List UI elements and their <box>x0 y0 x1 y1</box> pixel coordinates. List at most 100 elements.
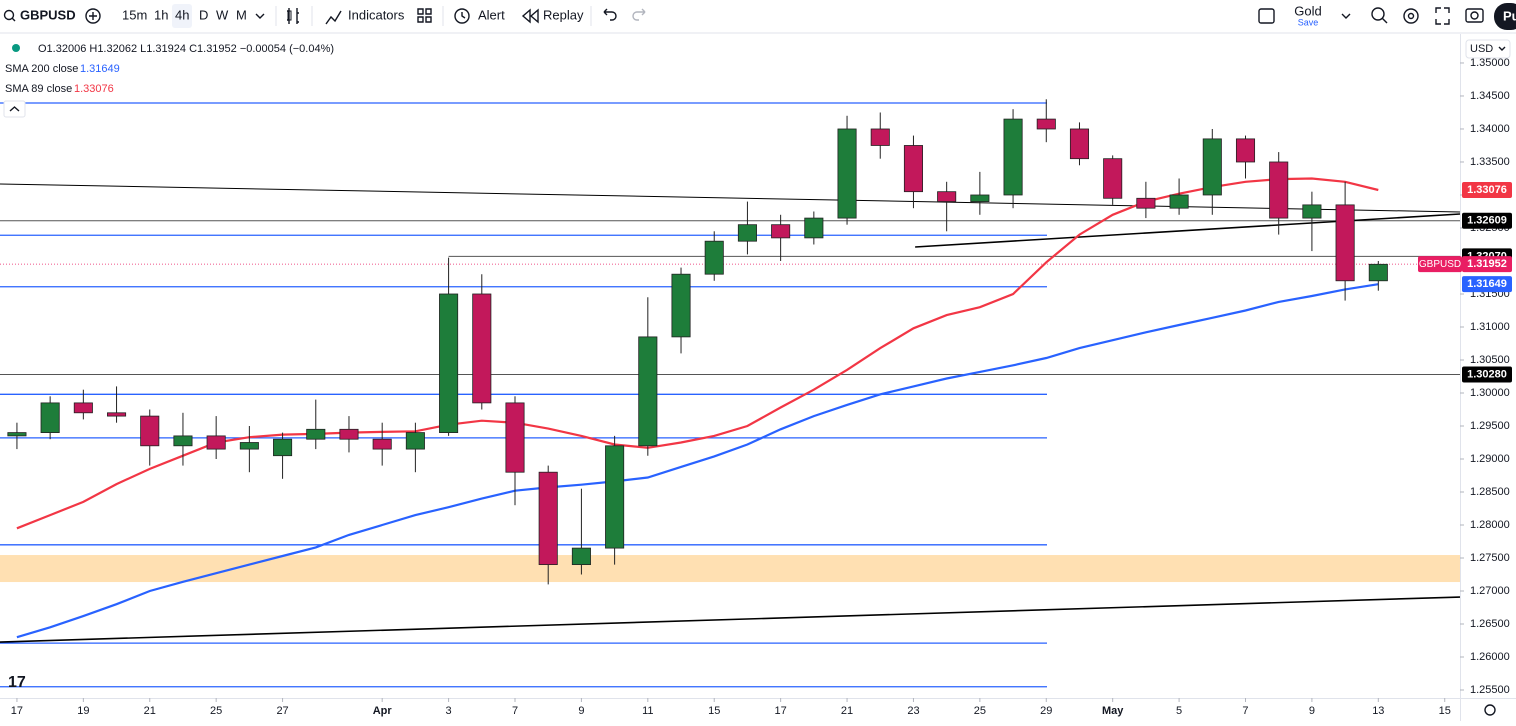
candle-body <box>1235 138 1256 163</box>
plot-area <box>0 99 1460 688</box>
x-tick-label: 15 <box>1439 705 1451 717</box>
candle-body <box>1103 158 1123 199</box>
candle-body <box>206 435 226 450</box>
settings-inner <box>1407 12 1415 20</box>
candle-body <box>1335 204 1355 282</box>
support-zone <box>0 555 1460 583</box>
interval[interactable]: 4h <box>175 7 189 22</box>
axes: 1.350001.345001.340001.335001.330001.325… <box>11 57 1512 717</box>
x-tick-label: 11 <box>642 705 653 717</box>
save-label[interactable]: Save <box>1298 17 1319 27</box>
x-tick-label: 21 <box>841 705 853 717</box>
price-tag-label: 1.33076 <box>1467 184 1507 196</box>
candle-body <box>737 224 757 242</box>
price-tag <box>1462 276 1512 293</box>
publish-label[interactable]: Pu <box>1503 8 1516 23</box>
interval[interactable]: D <box>199 7 208 22</box>
x-tick-label: 3 <box>446 705 452 717</box>
ohlc-legend: O1.32006 H1.32062 L1.31924 C1.31952 −0.0… <box>38 43 334 55</box>
currency-box[interactable] <box>1465 39 1511 59</box>
candle-body <box>1069 128 1090 160</box>
collapse-arrow <box>9 106 20 112</box>
candle-body <box>571 547 591 566</box>
replay-button[interactable]: Replay <box>543 7 584 22</box>
layouts-button[interactable] <box>417 8 432 23</box>
candle-body <box>73 402 93 414</box>
x-tick-label: 13 <box>1372 705 1384 717</box>
candle-body <box>273 438 293 457</box>
alert-icon <box>454 8 470 24</box>
x-tick-label: 7 <box>512 705 518 717</box>
candle-body <box>306 428 326 440</box>
y-tick-label: 1.30500 <box>1470 354 1510 366</box>
candle-body <box>372 438 392 450</box>
collapse-legend[interactable] <box>3 100 26 118</box>
axis-settings[interactable] <box>1484 704 1496 716</box>
trendline <box>915 213 1460 248</box>
y-tick-label: 1.34000 <box>1470 123 1510 135</box>
x-tick-label: Apr <box>373 705 393 717</box>
toolbar: GBPUSD 15m 1h 4h D W M Indicators Alert … <box>0 3 1516 34</box>
y-tick-label: 1.27500 <box>1470 552 1510 564</box>
price-tag-label: 1.32609 <box>1467 215 1507 227</box>
candle-body <box>638 336 658 447</box>
candle-body <box>1202 138 1222 196</box>
candle-body <box>40 402 60 433</box>
x-tick-label: 7 <box>1242 705 1248 717</box>
undo-button[interactable] <box>603 8 617 21</box>
quick-search[interactable] <box>1371 7 1385 21</box>
account-name[interactable]: Gold <box>1294 3 1321 18</box>
candle-body <box>1302 204 1322 219</box>
candle-body <box>439 293 459 433</box>
tv-logo[interactable]: 17 <box>8 674 26 691</box>
layout-button[interactable] <box>1258 8 1275 24</box>
x-tick-label: 25 <box>974 705 986 717</box>
price-tag <box>1462 212 1512 229</box>
indicators-button[interactable]: Indicators <box>348 7 405 22</box>
candle-body <box>837 128 857 219</box>
sma-legend-value: 1.33076 <box>74 83 114 95</box>
alert-button[interactable]: Alert <box>478 7 505 22</box>
market-status <box>12 44 20 52</box>
x-tick-label: 15 <box>708 705 720 717</box>
candle-body <box>1169 194 1189 209</box>
candle-body <box>339 428 359 440</box>
interval[interactable]: W <box>216 7 229 22</box>
search-icon[interactable] <box>3 9 15 21</box>
sma-line <box>16 283 1379 639</box>
interval[interactable]: 1h <box>154 7 168 22</box>
settings-button[interactable] <box>1403 8 1419 24</box>
y-tick-label: 1.30000 <box>1470 387 1510 399</box>
candle-body <box>472 293 492 404</box>
interval[interactable]: M <box>236 7 247 22</box>
candle-body <box>605 445 625 549</box>
candle-body <box>538 471 558 566</box>
candle-body <box>505 402 525 473</box>
interval-dropdown[interactable] <box>255 13 265 19</box>
snapshot-button[interactable] <box>1465 8 1484 23</box>
x-tick-label: 9 <box>578 705 584 717</box>
y-tick-label: 1.33500 <box>1470 156 1510 168</box>
publish-button[interactable] <box>1494 3 1516 30</box>
currency[interactable]: USD <box>1470 43 1493 55</box>
redo-button[interactable] <box>632 8 646 21</box>
trendline <box>0 183 1460 213</box>
price-tag-label: 1.31952 <box>1467 258 1507 270</box>
symbol[interactable]: GBPUSD <box>20 7 76 22</box>
candle-body <box>405 432 425 450</box>
fullscreen-button[interactable] <box>1435 7 1450 25</box>
interval[interactable]: 15m <box>122 7 147 22</box>
y-tick-label: 1.26500 <box>1470 618 1510 630</box>
y-tick-label: 1.25500 <box>1470 684 1510 696</box>
candle-body <box>107 412 127 417</box>
x-tick-label: 23 <box>907 705 919 717</box>
x-tick-label: 17 <box>11 705 23 717</box>
price-tag-label: 1.31649 <box>1467 278 1507 290</box>
active-interval-bg <box>172 4 192 28</box>
compare-button[interactable] <box>85 8 101 24</box>
account-dropdown[interactable] <box>1341 13 1351 19</box>
x-tick-label: 17 <box>775 705 787 717</box>
candle-body <box>870 128 890 146</box>
